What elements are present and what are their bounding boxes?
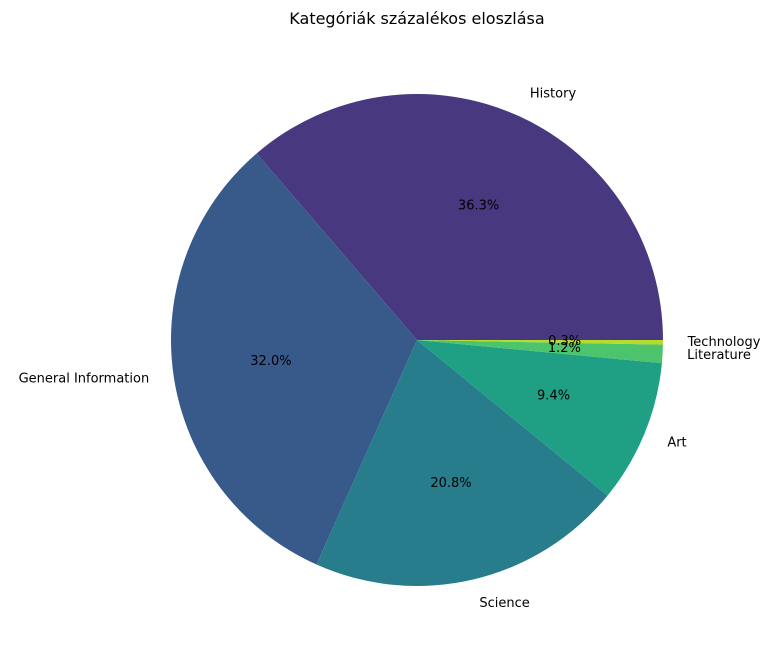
pct-label-literature: 1.2% (548, 341, 581, 356)
pct-label-technology: 0.3% (548, 334, 581, 349)
slice-label-literature: Literature (687, 348, 751, 363)
slice-label-art: Art (667, 435, 686, 450)
slice-label-science: Science (479, 596, 529, 611)
pct-label-general-information: 32.0% (250, 354, 291, 369)
pie-slice-science (316, 340, 608, 587)
pct-label-art: 9.4% (537, 389, 570, 404)
pie-slice-general-information (170, 153, 417, 565)
pie-slice-literature (417, 340, 663, 364)
pct-label-history: 36.3% (458, 198, 499, 213)
slice-label-history: History (530, 87, 577, 102)
pie-slice-art (417, 340, 662, 496)
pie-slices (170, 93, 663, 587)
pct-label-science: 20.8% (430, 476, 471, 491)
pie-slice-technology (417, 340, 663, 345)
slice-label-general-information: General Information (19, 371, 150, 386)
pie-slice-history (256, 93, 663, 340)
pie-labels: History 36.3% General Information 32.0% Scie… (19, 87, 761, 611)
slice-label-technology: Technology (687, 335, 761, 350)
chart-title: Kategóriák százalékos eloszlása (289, 9, 544, 28)
